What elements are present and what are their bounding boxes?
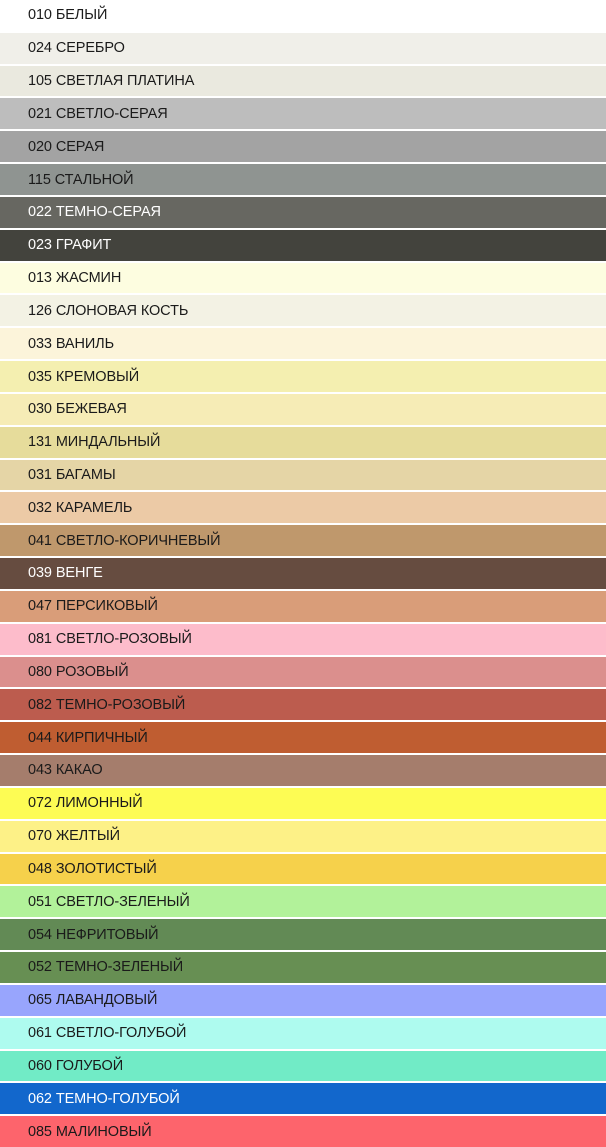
color-swatch-label: 082 ТЕМНО-РОЗОВЫЙ <box>28 696 186 713</box>
color-swatch-label: 072 ЛИМОННЫЙ <box>28 795 143 812</box>
color-swatch-label: 060 ГОЛУБОЙ <box>28 1057 124 1074</box>
color-swatch-row: 044 КИРПИЧНЫЙ <box>0 720 606 754</box>
color-swatch-label: 013 ЖАСМИН <box>28 270 122 287</box>
color-swatch-label: 022 ТЕМНО-СЕРАЯ <box>28 204 161 221</box>
color-swatch-row: 051 СВЕТЛО-ЗЕЛЕНЫЙ <box>0 884 606 918</box>
color-swatch-label: 054 НЕФРИТОВЫЙ <box>28 926 159 943</box>
color-swatch-label: 032 КАРАМЕЛЬ <box>28 499 133 516</box>
color-swatch-label: 131 МИНДАЛЬНЫЙ <box>28 434 161 451</box>
color-swatch-row: 024 СЕРЕБРО <box>0 30 606 64</box>
color-swatch-label: 070 ЖЕЛТЫЙ <box>28 828 120 845</box>
color-swatch-label: 020 СЕРАЯ <box>28 138 105 155</box>
color-swatch-row: 080 РОЗОВЫЙ <box>0 654 606 688</box>
color-swatch-label: 023 ГРАФИТ <box>28 237 112 254</box>
color-swatch-row: 023 ГРАФИТ <box>0 227 606 261</box>
color-swatch-row: 041 СВЕТЛО-КОРИЧНЕВЫЙ <box>0 523 606 557</box>
color-swatch-label: 024 СЕРЕБРО <box>28 40 125 57</box>
color-swatch-label: 039 ВЕНГЕ <box>28 565 103 582</box>
color-swatch-row: 013 ЖАСМИН <box>0 260 606 294</box>
color-swatch-row: 061 СВЕТЛО-ГОЛУБОЙ <box>0 1015 606 1049</box>
color-swatch-row: 010 БЕЛЫЙ <box>0 0 606 31</box>
color-swatch-row: 047 ПЕРСИКОВЫЙ <box>0 588 606 622</box>
color-swatch-row: 072 ЛИМОННЫЙ <box>0 785 606 819</box>
color-swatch-label: 035 КРЕМОВЫЙ <box>28 368 140 385</box>
color-swatch-row: 070 ЖЕЛТЫЙ <box>0 818 606 852</box>
color-swatch-row: 105 СВЕТЛАЯ ПЛАТИНА <box>0 63 606 97</box>
color-swatch-label: 080 РОЗОВЫЙ <box>28 663 129 680</box>
color-swatch-label: 051 СВЕТЛО-ЗЕЛЕНЫЙ <box>28 893 190 910</box>
color-swatch-row: 131 МИНДАЛЬНЫЙ <box>0 424 606 458</box>
color-swatch-row: 060 ГОЛУБОЙ <box>0 1048 606 1082</box>
color-swatch-row: 020 СЕРАЯ <box>0 129 606 163</box>
color-swatch-row: 085 МАЛИНОВЫЙ <box>0 1114 606 1147</box>
color-swatch-label: 041 СВЕТЛО-КОРИЧНЕВЫЙ <box>28 532 221 549</box>
color-swatch-row: 022 ТЕМНО-СЕРАЯ <box>0 194 606 228</box>
color-swatch-row: 031 БАГАМЫ <box>0 457 606 491</box>
color-swatch-row: 065 ЛАВАНДОВЫЙ <box>0 982 606 1016</box>
color-swatch-row: 054 НЕФРИТОВЫЙ <box>0 917 606 951</box>
color-swatch-label: 061 СВЕТЛО-ГОЛУБОЙ <box>28 1025 187 1042</box>
color-swatch-row: 126 СЛОНОВАЯ КОСТЬ <box>0 293 606 327</box>
color-swatch-label: 043 КАКАО <box>28 762 103 779</box>
color-swatch-label: 105 СВЕТЛАЯ ПЛАТИНА <box>28 73 195 90</box>
color-swatch-label: 031 БАГАМЫ <box>28 467 116 483</box>
color-swatch-row: 081 СВЕТЛО-РОЗОВЫЙ <box>0 621 606 655</box>
color-swatch-label: 047 ПЕРСИКОВЫЙ <box>28 598 158 615</box>
color-swatch-label: 048 ЗОЛОТИСТЫЙ <box>28 860 157 877</box>
color-swatch-label: 081 СВЕТЛО-РОЗОВЫЙ <box>28 631 192 648</box>
color-swatch-label: 010 БЕЛЫЙ <box>28 7 108 24</box>
color-swatch-label: 065 ЛАВАНДОВЫЙ <box>28 992 158 1009</box>
color-swatch-row: 062 ТЕМНО-ГОЛУБОЙ <box>0 1081 606 1115</box>
color-swatch-row: 033 ВАНИЛЬ <box>0 326 606 360</box>
color-swatch-row: 043 КАКАО <box>0 753 606 786</box>
color-swatch-label: 030 БЕЖЕВАЯ <box>28 401 127 418</box>
color-swatch-row: 052 ТЕМНО-ЗЕЛЕНЫЙ <box>0 950 606 983</box>
color-swatch-label: 085 МАЛИНОВЫЙ <box>28 1123 152 1140</box>
color-swatch-row: 021 СВЕТЛО-СЕРАЯ <box>0 96 606 130</box>
color-swatch-row: 039 ВЕНГЕ <box>0 556 606 589</box>
color-swatch-label: 021 СВЕТЛО-СЕРАЯ <box>28 105 168 122</box>
color-swatch-row: 082 ТЕМНО-РОЗОВЫЙ <box>0 687 606 721</box>
color-swatch-row: 030 БЕЖЕВАЯ <box>0 391 606 425</box>
color-swatch-label: 062 ТЕМНО-ГОЛУБОЙ <box>28 1090 180 1107</box>
color-swatch-label: 052 ТЕМНО-ЗЕЛЕНЫЙ <box>28 959 184 976</box>
color-swatch-row: 115 СТАЛЬНОЙ <box>0 162 606 195</box>
color-swatch-row: 035 КРЕМОВЫЙ <box>0 359 606 392</box>
color-swatch-row: 048 ЗОЛОТИСТЫЙ <box>0 851 606 885</box>
color-swatch-label: 033 ВАНИЛЬ <box>28 335 115 352</box>
color-swatch-label: 115 СТАЛЬНОЙ <box>28 171 134 188</box>
color-swatch-label: 044 КИРПИЧНЫЙ <box>28 729 148 746</box>
color-swatch-row: 032 КАРАМЕЛЬ <box>0 490 606 524</box>
color-swatch-label: 126 СЛОНОВАЯ КОСТЬ <box>28 302 189 319</box>
